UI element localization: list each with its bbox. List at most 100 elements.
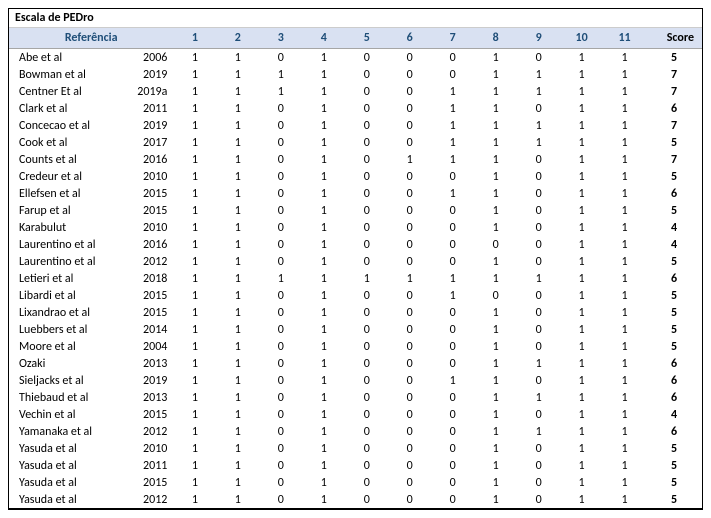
cell-value: 1 [474,100,517,117]
cell-value: 0 [388,236,431,253]
cell-value: 0 [517,100,560,117]
cell-value: 0 [431,338,474,355]
cell-value: 1 [216,372,259,389]
cell-value: 1 [216,423,259,440]
cell-value: 0 [431,491,474,509]
cell-value: 1 [173,372,216,389]
cell-year: 2012 [122,253,174,270]
cell-value: 1 [302,338,345,355]
cell-value: 0 [259,338,302,355]
cell-value: 1 [216,253,259,270]
cell-value: 1 [560,440,603,457]
cell-value: 0 [259,440,302,457]
cell-year: 2016 [122,151,174,168]
cell-score: 4 [646,219,702,236]
cell-value: 1 [302,236,345,253]
cell-value: 1 [173,304,216,321]
table-row: Letieri et al2018111111111116 [9,270,702,287]
cell-value: 1 [302,423,345,440]
cell-value: 1 [603,321,646,338]
cell-value: 0 [517,253,560,270]
cell-value: 0 [259,219,302,236]
cell-value: 1 [560,219,603,236]
cell-value: 1 [560,185,603,202]
cell-score: 7 [646,151,702,168]
cell-value: 0 [259,202,302,219]
cell-value: 1 [603,304,646,321]
cell-value: 1 [216,219,259,236]
cell-value: 0 [345,372,388,389]
cell-value: 1 [302,372,345,389]
cell-value: 1 [560,406,603,423]
cell-name: Sieljacks et al [9,372,122,389]
cell-value: 1 [302,321,345,338]
cell-value: 0 [431,457,474,474]
cell-value: 0 [345,202,388,219]
cell-year: 2015 [122,287,174,304]
cell-value: 0 [388,117,431,134]
cell-value: 1 [560,117,603,134]
cell-score: 5 [646,202,702,219]
cell-name: Ozaki [9,355,122,372]
cell-value: 1 [173,202,216,219]
cell-value: 1 [474,117,517,134]
cell-value: 1 [302,117,345,134]
cell-value: 1 [431,100,474,117]
cell-value: 1 [302,474,345,491]
cell-value: 0 [431,49,474,67]
cell-value: 1 [603,423,646,440]
cell-value: 0 [388,406,431,423]
cell-name: Thiebaud et al [9,389,122,406]
cell-value: 0 [259,151,302,168]
cell-value: 1 [431,151,474,168]
cell-value: 1 [173,270,216,287]
cell-value: 0 [517,168,560,185]
cell-value: 1 [216,66,259,83]
cell-value: 1 [173,474,216,491]
cell-value: 1 [302,406,345,423]
col-score: Score [646,28,702,49]
cell-value: 1 [302,185,345,202]
cell-value: 0 [259,168,302,185]
cell-value: 1 [603,270,646,287]
cell-score: 4 [646,236,702,253]
cell-score: 6 [646,423,702,440]
cell-value: 1 [603,491,646,509]
cell-value: 1 [173,440,216,457]
cell-value: 0 [259,355,302,372]
cell-value: 0 [345,457,388,474]
cell-year: 2013 [122,355,174,372]
cell-value: 1 [216,389,259,406]
cell-value: 0 [517,287,560,304]
cell-value: 0 [345,338,388,355]
cell-value: 1 [517,389,560,406]
col-11: 11 [603,28,646,49]
cell-value: 1 [302,100,345,117]
table-row: Farup et al2015110100010115 [9,202,702,219]
cell-value: 1 [474,168,517,185]
cell-value: 1 [474,270,517,287]
cell-score: 5 [646,338,702,355]
cell-value: 0 [517,151,560,168]
cell-value: 1 [560,457,603,474]
cell-value: 0 [259,389,302,406]
cell-value: 1 [517,83,560,100]
cell-score: 5 [646,304,702,321]
table-row: Vechin et al2015110100010114 [9,406,702,423]
cell-value: 1 [474,151,517,168]
cell-value: 1 [216,474,259,491]
cell-value: 1 [302,287,345,304]
cell-value: 1 [173,185,216,202]
cell-value: 0 [345,474,388,491]
cell-value: 1 [173,321,216,338]
cell-value: 0 [345,151,388,168]
cell-name: Abe et al [9,49,122,67]
cell-value: 1 [517,117,560,134]
cell-value: 1 [603,134,646,151]
cell-value: 0 [431,253,474,270]
cell-value: 0 [388,338,431,355]
cell-score: 5 [646,134,702,151]
table-row: Libardi et al2015110100100115 [9,287,702,304]
cell-score: 6 [646,185,702,202]
cell-score: 6 [646,389,702,406]
